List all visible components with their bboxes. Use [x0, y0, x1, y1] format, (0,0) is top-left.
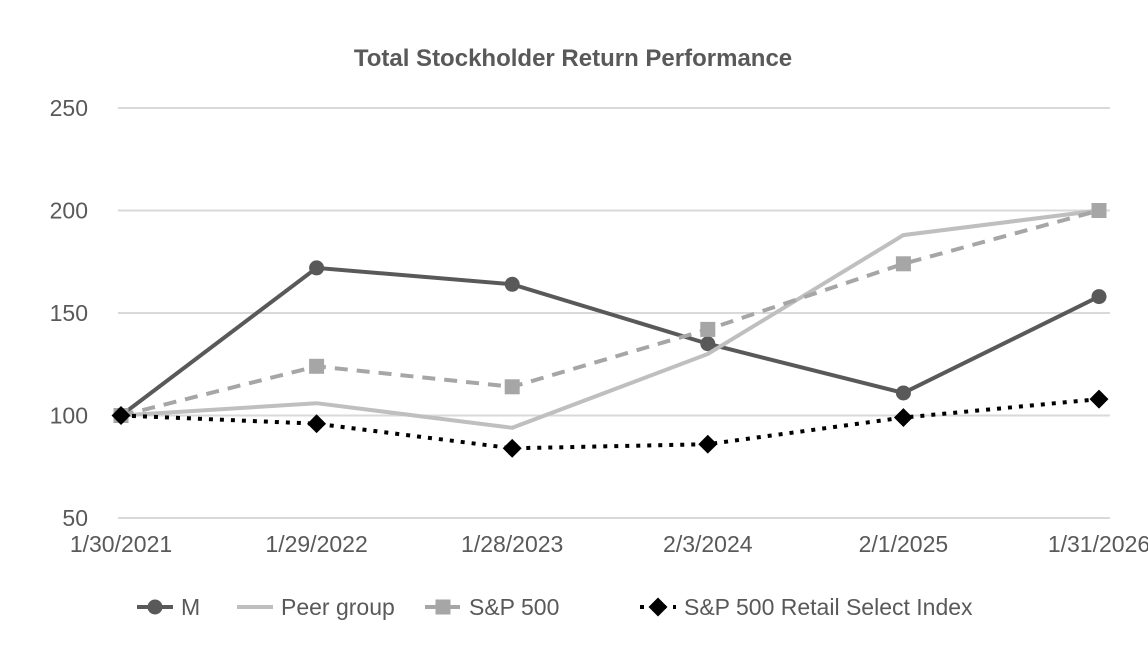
data-point-m: [1091, 289, 1107, 305]
data-point-m: [700, 336, 716, 352]
x-axis-tick-label: 1/31/2026: [1048, 531, 1148, 557]
x-axis-tick-label: 1/28/2023: [461, 531, 563, 557]
y-axis-tick-label: 100: [50, 403, 88, 429]
series-line-m: [119, 265, 1100, 418]
data-point-m: [309, 260, 325, 276]
legend-label: S&P 500 Retail Select Index: [684, 594, 973, 620]
data-point-s-p-500-retail-select-index: [111, 406, 131, 425]
series-line-peer-group: [120, 208, 1100, 430]
legend: M Peer group S&P 500 S&P 500 Retail Select …: [137, 594, 973, 620]
y-axis-tick-label: 50: [62, 505, 88, 531]
data-point-s-p-500: [895, 256, 911, 272]
y-axis-tick-labels: 250 200 150 100 50: [50, 95, 88, 531]
data-point-s-p-500-retail-select-index: [1089, 389, 1109, 409]
y-axis-tick-label: 150: [50, 300, 88, 326]
data-point-s-p-500: [700, 321, 716, 337]
data-point-s-p-500-retail-select-index: [698, 434, 718, 454]
data-point-m: [895, 385, 911, 401]
x-axis-tick-label: 1/29/2022: [265, 531, 367, 557]
x-axis-tick-labels: 1/30/2021 1/29/2022 1/28/2023 2/3/2024 2/1/2…: [70, 531, 1148, 557]
legend-item-peer-group: Peer group: [237, 594, 395, 620]
legend-item-s-p-500-retail-select-index: S&P 500 Retail Select Index: [640, 594, 973, 620]
gridlines: [118, 107, 1110, 519]
data-point-s-p-500-retail-select-index: [307, 414, 327, 434]
chart-title: Total Stockholder Return Performance: [354, 45, 792, 72]
legend-marker-diamond-icon: [648, 597, 668, 617]
legend-marker-square-icon: [435, 599, 451, 615]
data-point-s-p-500-retail-select-index: [502, 438, 522, 458]
legend-label: M: [181, 594, 200, 620]
data-series: [111, 203, 1109, 458]
x-axis-tick-label: 2/1/2025: [859, 531, 949, 557]
x-axis-tick-label: 2/3/2024: [663, 531, 753, 557]
series-line-s-p-500: [120, 208, 1100, 418]
data-point-s-p-500: [309, 358, 325, 374]
x-axis-tick-label: 1/30/2021: [70, 531, 172, 557]
legend-label: Peer group: [281, 594, 395, 620]
data-point-s-p-500: [504, 379, 520, 395]
legend-label: S&P 500: [469, 594, 559, 620]
legend-item-m: M: [137, 594, 200, 620]
data-point-s-p-500: [1091, 203, 1107, 218]
data-point-m: [504, 276, 520, 292]
legend-item-s-p-500: S&P 500: [425, 594, 559, 620]
y-axis-tick-label: 200: [50, 198, 88, 224]
y-axis-tick-label: 250: [50, 95, 88, 121]
legend-marker-circle-icon: [147, 599, 163, 615]
data-point-s-p-500-retail-select-index: [893, 408, 913, 428]
